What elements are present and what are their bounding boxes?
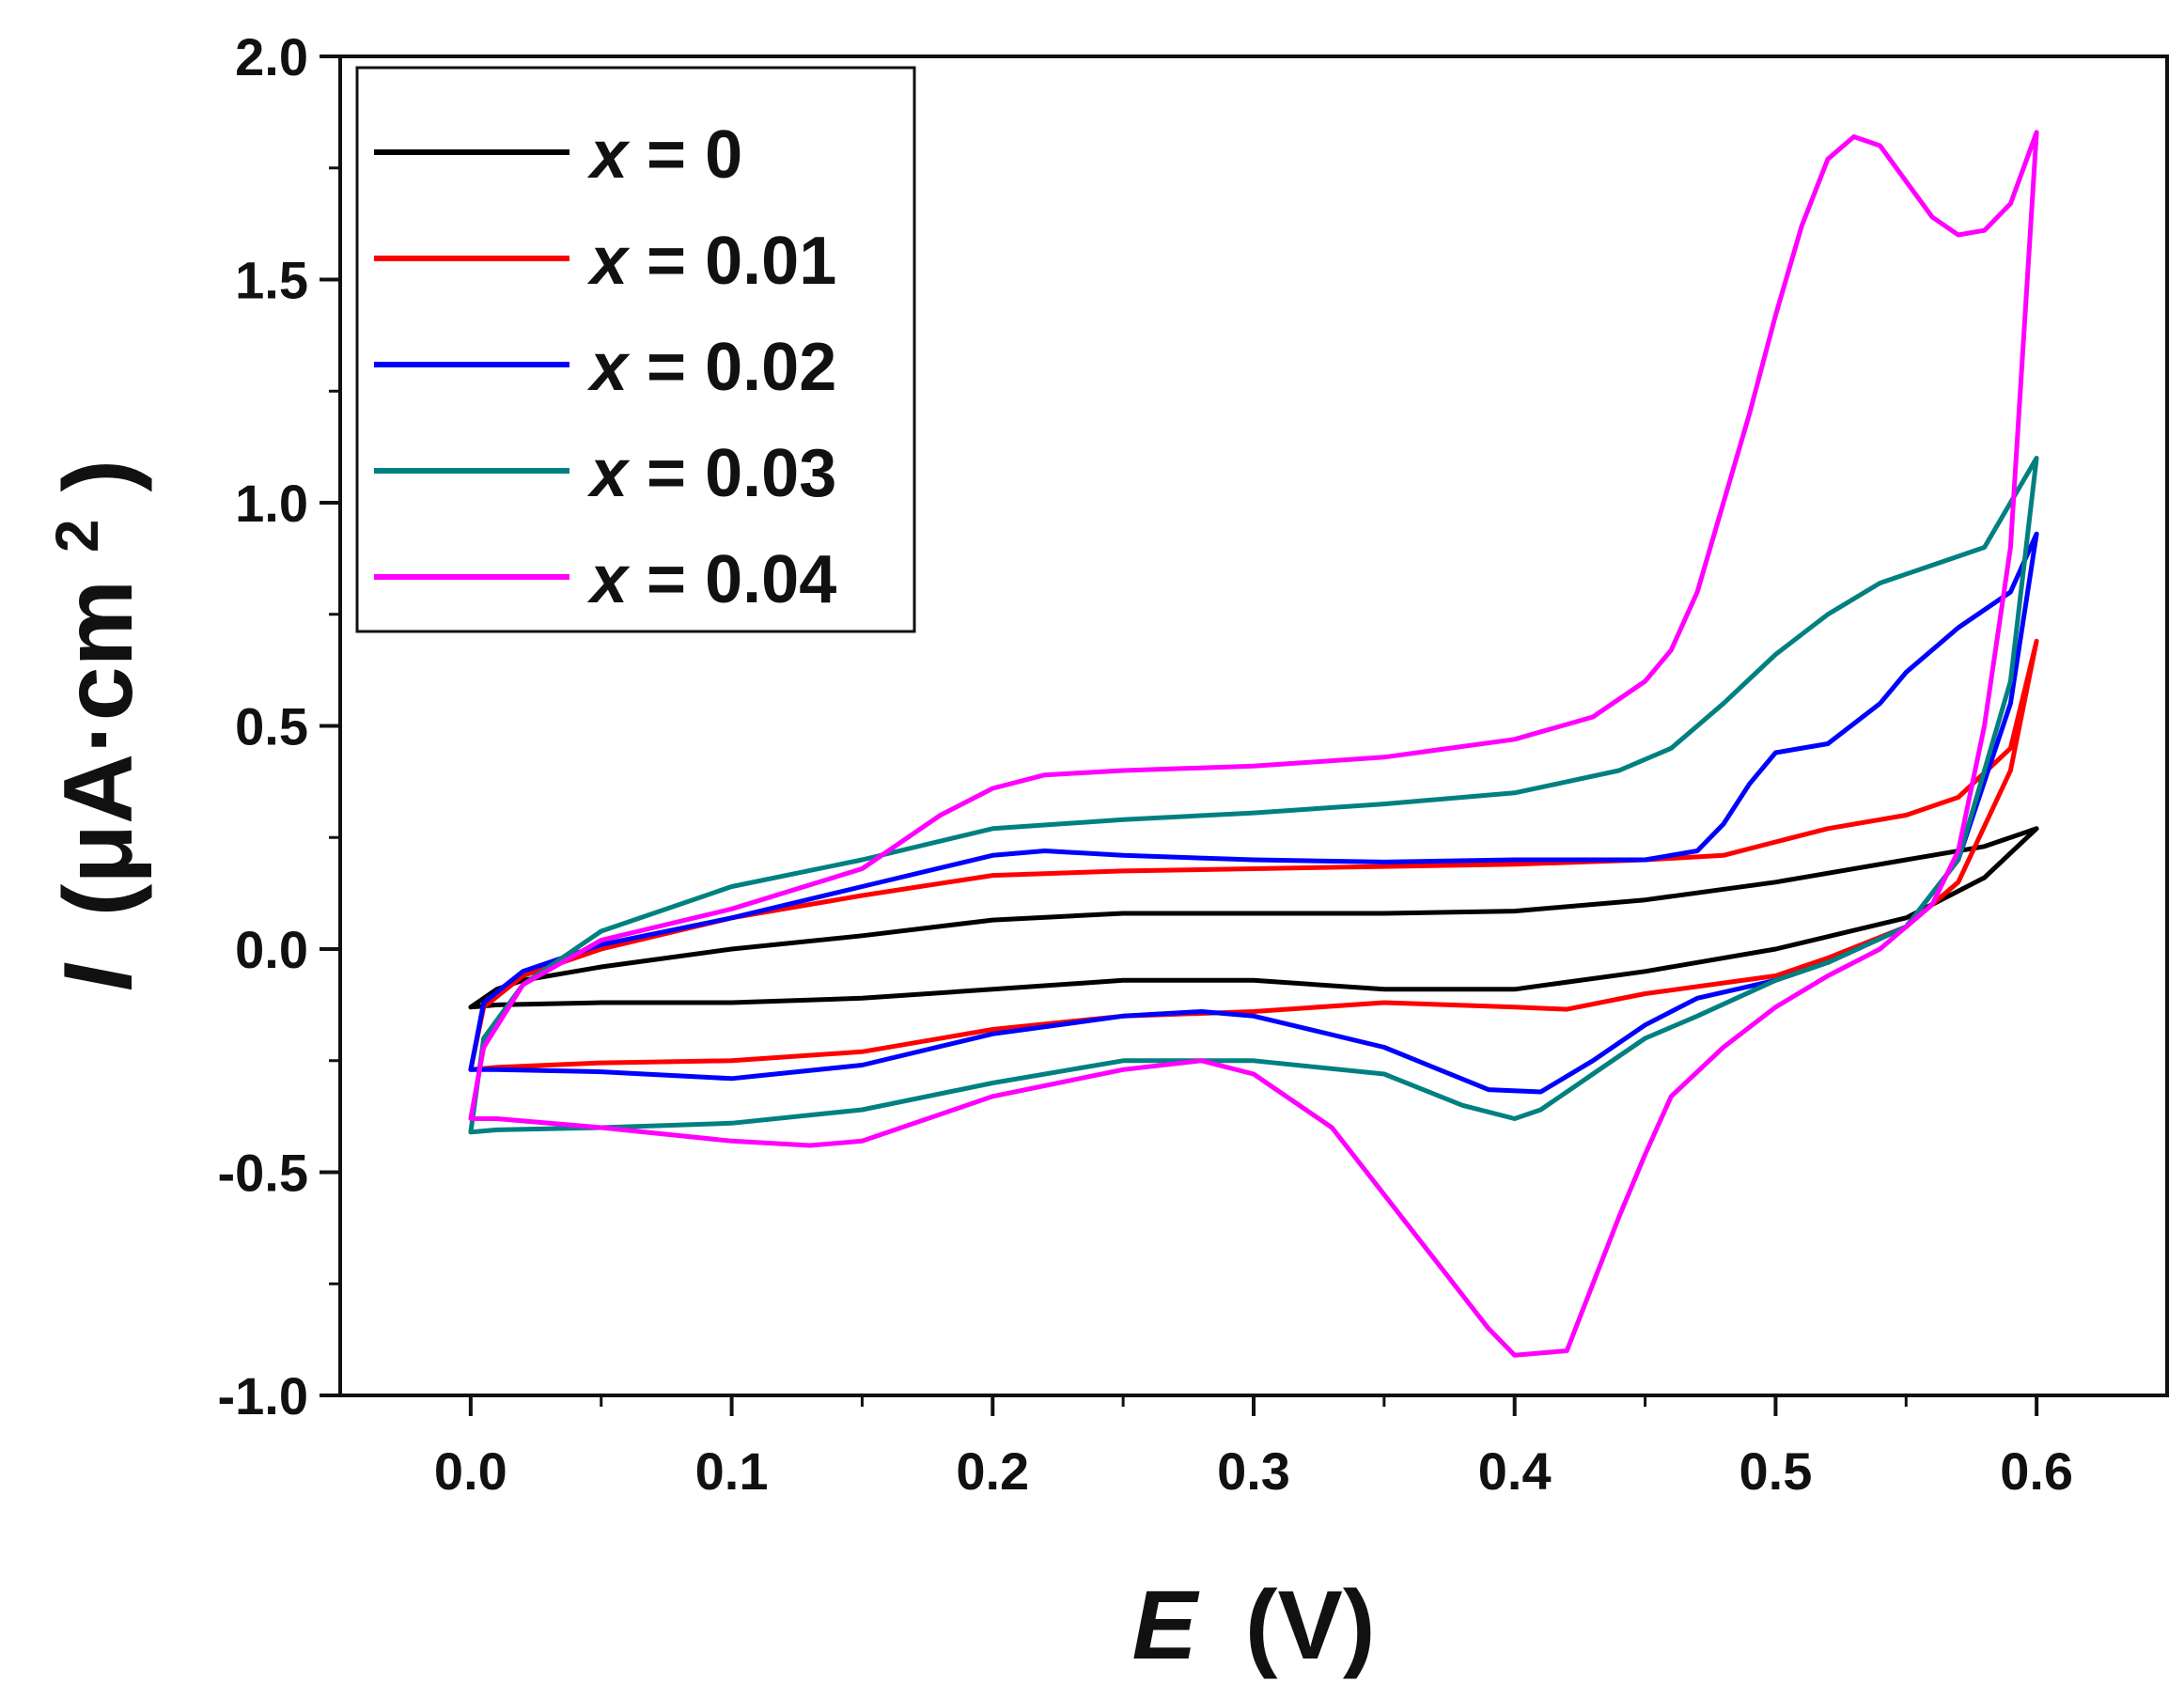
y-tick-label: -1.0	[218, 1366, 309, 1425]
legend-value: = 0.01	[628, 224, 836, 299]
y-tick-label: 1.5	[235, 251, 308, 310]
x-axis-unit: (V)	[1245, 1571, 1376, 1680]
curves-group	[468, 130, 2039, 1358]
series-line-0	[468, 826, 2039, 1010]
y-axis-title: I (μA·cm 2 )	[43, 459, 153, 991]
legend-label: x = 0.04	[586, 542, 836, 617]
x-tick-label: 0.4	[1478, 1441, 1552, 1501]
y-tick-label: 1.0	[235, 474, 308, 533]
y-tick-label: -0.5	[218, 1144, 309, 1203]
x-axis: 0.0 0.1 0.2 0.3 0.4 0.5 0.6	[434, 1395, 2073, 1501]
legend-value: = 0.03	[628, 436, 836, 511]
y-tick-label: 0.0	[235, 920, 308, 979]
x-tick-label: 0.3	[1217, 1441, 1290, 1501]
legend-box	[355, 66, 916, 633]
series-line-4	[468, 130, 2039, 1358]
x-axis-title: E (V)	[1132, 1571, 1376, 1680]
series-line-2	[468, 531, 2039, 1095]
y-tick-label: 0.5	[235, 697, 308, 756]
legend-label: x = 0	[586, 117, 742, 193]
legend-var: x	[586, 224, 631, 299]
x-axis-variable: E	[1132, 1571, 1200, 1680]
legend-var: x	[586, 330, 631, 405]
y-axis-unit: (μA·cm	[44, 580, 153, 916]
y-axis-unit-sup: 2	[43, 519, 111, 553]
legend-var: x	[586, 542, 631, 617]
y-tick-label: 2.0	[235, 27, 308, 86]
x-tick-label: 0.6	[2000, 1441, 2073, 1501]
legend: x = 0x = 0.01x = 0.02x = 0.03x = 0.04	[355, 66, 916, 633]
x-tick-label: 0.5	[1739, 1441, 1812, 1501]
y-axis-unit-close: )	[44, 459, 153, 492]
y-axis: -1.0 -0.5 0.0 0.5 1.0 1.5 2.0	[218, 27, 340, 1425]
x-tick-label: 0.1	[695, 1441, 769, 1501]
x-tick-label: 0.0	[434, 1441, 507, 1501]
x-tick-label: 0.2	[956, 1441, 1029, 1501]
legend-label: x = 0.01	[586, 224, 836, 299]
legend-var: x	[586, 117, 631, 193]
legend-value: = 0.02	[628, 330, 836, 405]
legend-label: x = 0.03	[586, 436, 836, 511]
legend-label: x = 0.02	[586, 330, 836, 405]
legend-var: x	[586, 436, 631, 511]
legend-value: = 0	[628, 117, 742, 193]
y-axis-variable: I	[44, 962, 153, 991]
legend-value: = 0.04	[628, 542, 836, 617]
